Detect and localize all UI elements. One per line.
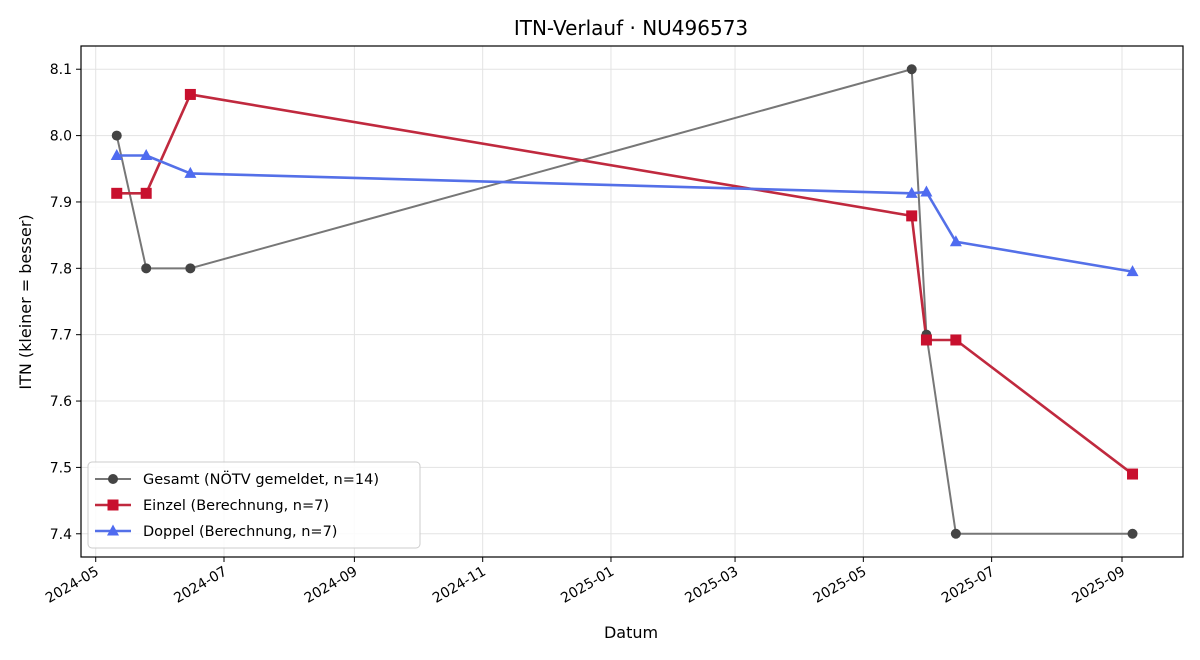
y-axis: 7.4 7.5 7.6 7.7 7.8 7.9 8.0 8.1 (50, 62, 81, 543)
y-tick-label: 7.4 (50, 527, 72, 543)
data-point-circle (906, 64, 917, 75)
legend-swatch-marker (107, 524, 119, 536)
y-tick-label: 7.6 (50, 394, 72, 410)
data-point-circle (111, 130, 122, 141)
legend-entry-label: Gesamt (NÖTV gemeldet, n=14) (143, 470, 379, 488)
data-point-triangle (949, 235, 962, 247)
x-axis-title: Datum (604, 623, 658, 642)
data-point-triangle (905, 186, 918, 198)
data-point-square (950, 334, 962, 346)
legend-swatch-marker (108, 474, 118, 484)
data-point-triangle (140, 149, 153, 160)
data-point-square (111, 187, 123, 199)
data-point-square (140, 187, 152, 199)
y-axis-title: ITN (kleiner = besser) (16, 214, 35, 389)
y-tick-label: 7.8 (50, 261, 72, 277)
data-point-triangle (110, 149, 123, 160)
data-point-circle (185, 263, 196, 274)
y-tick-label: 7.9 (50, 195, 72, 211)
data-point-triangle (920, 185, 933, 197)
legend-entry-label: Einzel (Berechnung, n=7) (143, 498, 329, 514)
legend-swatch-marker (107, 499, 119, 511)
y-tick-label: 8.0 (50, 129, 72, 145)
data-point-circle (141, 263, 152, 274)
legend-entry-label: Doppel (Berechnung, n=7) (143, 524, 337, 540)
data-point-square (920, 334, 932, 346)
legend-box (87, 461, 421, 549)
y-tick-label: 7.7 (50, 328, 72, 344)
data-point-triangle (184, 166, 197, 178)
chart-title: ITN-Verlauf · NU496573 (514, 16, 748, 40)
series-markers (110, 64, 1139, 539)
legend: Gesamt (NÖTV gemeldet, n=14) Einzel (Bere… (87, 461, 421, 549)
data-point-square (1127, 468, 1139, 480)
data-point-square (184, 88, 196, 100)
data-point-square (906, 210, 918, 222)
data-point-triangle (1126, 265, 1139, 277)
plot-frame (80, 45, 1184, 558)
data-point-circle (950, 528, 961, 539)
data-point-circle (1127, 528, 1138, 539)
y-tick-label: 7.5 (50, 460, 72, 476)
y-tick-label: 8.1 (50, 62, 72, 78)
